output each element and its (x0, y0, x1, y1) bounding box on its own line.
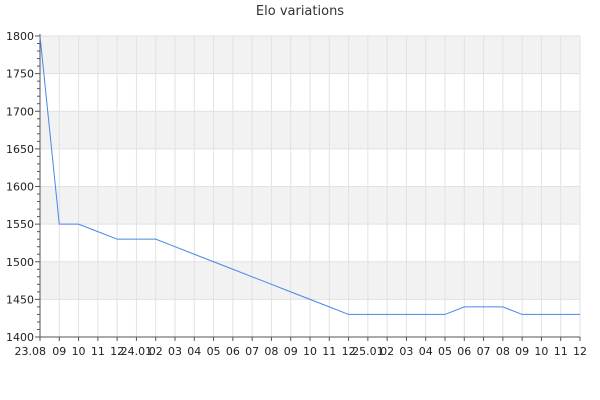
x-tick-label: 08 (496, 345, 510, 358)
x-tick-label: 09 (284, 345, 298, 358)
elo-data-point (367, 313, 369, 315)
elo-data-point (386, 313, 388, 315)
x-tick-label: 05 (438, 345, 452, 358)
elo-data-point (502, 306, 504, 308)
y-tick-label: 1600 (6, 181, 34, 194)
y-tick-label: 1700 (6, 105, 34, 118)
elo-data-point (540, 313, 542, 315)
x-tick-label: 11 (554, 345, 568, 358)
elo-data-point (97, 231, 99, 233)
x-tick-label: 04 (419, 345, 433, 358)
elo-data-point (213, 261, 215, 263)
elo-data-point (290, 291, 292, 293)
elo-data-point (328, 306, 330, 308)
elo-data-point (309, 298, 311, 300)
y-tick-label: 1800 (6, 30, 34, 43)
elo-data-point (78, 223, 80, 225)
elo-data-point (405, 313, 407, 315)
x-tick-label: 05 (207, 345, 221, 358)
x-tick-label: 06 (457, 345, 471, 358)
x-tick-label: 03 (399, 345, 413, 358)
elo-data-point (483, 306, 485, 308)
x-tick-label: 10 (72, 345, 86, 358)
elo-data-point (58, 223, 60, 225)
x-tick-label: 11 (91, 345, 105, 358)
elo-data-point (521, 313, 523, 315)
elo-data-point (425, 313, 427, 315)
elo-data-point (39, 35, 41, 37)
elo-data-point (251, 276, 253, 278)
x-tick-label: 06 (226, 345, 240, 358)
x-tick-label: 09 (515, 345, 529, 358)
x-tick-label: 23.08 (15, 345, 47, 358)
elo-data-point (579, 313, 581, 315)
chart-title: Elo variations (255, 4, 345, 19)
x-tick-label: 02 (149, 345, 163, 358)
elo-data-point (560, 313, 562, 315)
x-tick-label: 07 (245, 345, 259, 358)
x-tick-label: 12 (573, 345, 587, 358)
elo-series-line (39, 35, 580, 315)
elo-data-point (444, 313, 446, 315)
x-tick-label: 10 (534, 345, 548, 358)
elo-data-point (116, 238, 118, 240)
y-tick-label: 1750 (6, 68, 34, 81)
y-tick-label: 1450 (6, 293, 34, 306)
x-tick-label: 04 (187, 345, 201, 358)
x-tick-label: 08 (264, 345, 278, 358)
y-tick-label: 1500 (6, 256, 34, 269)
elo-data-point (348, 313, 350, 315)
x-tick-label: 11 (322, 345, 336, 358)
x-tick-label: 24.01 (121, 345, 153, 358)
y-tick-label: 1400 (6, 331, 34, 344)
x-tick-label: 12 (342, 345, 356, 358)
elo-data-point (232, 268, 234, 270)
x-tick-label: 09 (52, 345, 66, 358)
y-tick-label: 1650 (6, 143, 34, 156)
elo-data-point (463, 306, 465, 308)
elo-data-point (174, 246, 176, 248)
x-tick-label: 02 (380, 345, 394, 358)
x-tick-label: 12 (110, 345, 124, 358)
x-tick-label: 07 (477, 345, 491, 358)
elo-data-point (135, 238, 137, 240)
elo-data-point (155, 238, 157, 240)
elo-data-point (193, 253, 195, 255)
elo-data-point (270, 283, 272, 285)
x-tick-label: 25.01 (352, 345, 384, 358)
y-tick-label: 1550 (6, 218, 34, 231)
x-tick-label: 10 (303, 345, 317, 358)
x-tick-label: 03 (168, 345, 182, 358)
